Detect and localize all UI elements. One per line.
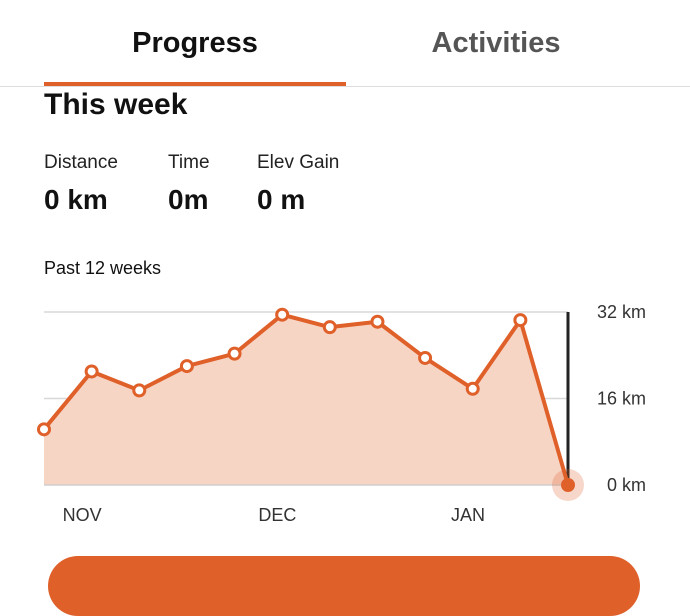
tab-selected-indicator [44,82,346,86]
stat-time: Time 0m [168,152,210,216]
data-point[interactable] [418,350,433,365]
data-point[interactable] [275,307,290,322]
data-point[interactable] [322,320,337,335]
data-point[interactable] [513,313,528,328]
data-point[interactable] [37,422,51,437]
area-fill [44,314,568,485]
x-tick-label: NOV [63,505,102,525]
data-point[interactable] [179,359,194,374]
data-point[interactable] [227,346,242,361]
y-tick-label: 16 km [597,389,646,409]
data-point[interactable] [132,383,147,398]
weekly-distance-chart[interactable]: 32 km 16 km 0 km NOV DEC JAN [0,290,690,540]
stat-elev-gain-value: 0 m [257,184,306,215]
stat-elev-gain: Elev Gain 0 m [257,152,339,216]
bottom-action-button[interactable] [48,556,640,616]
data-point[interactable] [370,314,385,329]
stat-time-label: Time [168,152,210,173]
chart-label: Past 12 weeks [44,258,162,278]
series-line [42,312,570,486]
x-tick-label: JAN [451,505,485,525]
data-point[interactable] [465,381,480,396]
stat-distance: Distance 0 km [44,152,118,216]
tab-bar: Progress Activities [0,0,690,87]
stat-distance-value: 0 km [44,184,108,215]
x-tick-label: DEC [258,505,296,525]
tab-progress[interactable]: Progress [132,26,258,59]
stat-distance-label: Distance [44,152,118,173]
tab-activities[interactable]: Activities [431,26,561,59]
y-tick-label: 0 km [607,475,646,495]
stat-time-value: 0m [168,184,209,215]
data-point[interactable] [84,364,99,379]
stat-elev-gain-label: Elev Gain [257,152,340,173]
y-tick-label: 32 km [597,302,646,322]
current-point[interactable] [561,478,575,492]
week-title: This week [44,88,188,121]
